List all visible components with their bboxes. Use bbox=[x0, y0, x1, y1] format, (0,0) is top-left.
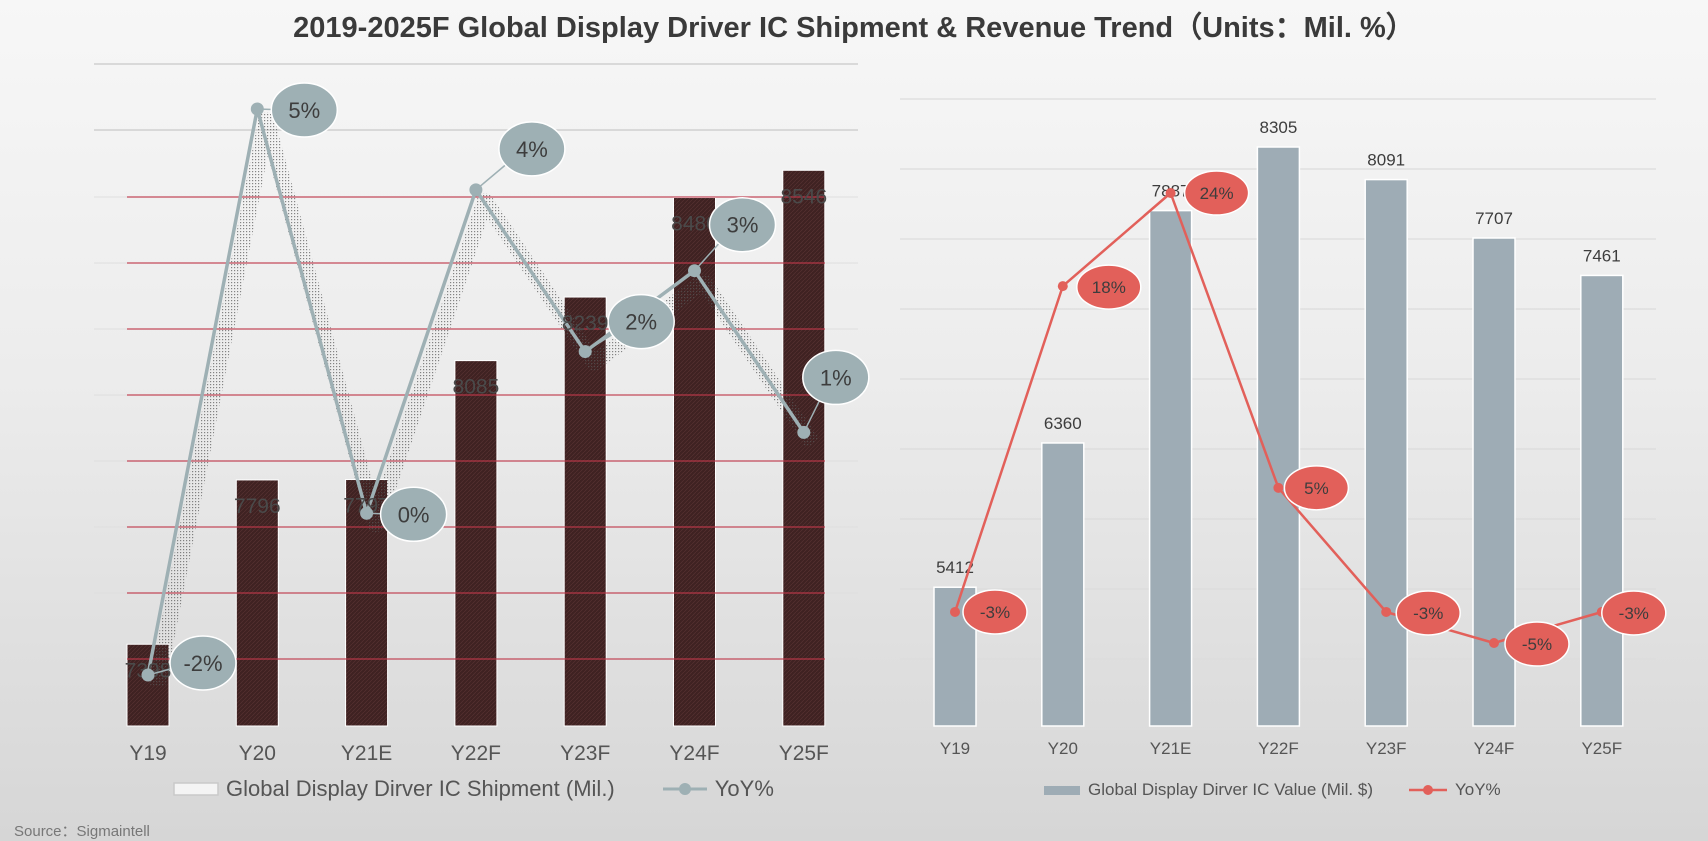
value-x-tick: Y23F bbox=[1366, 739, 1407, 758]
shipment-x-tick: Y24F bbox=[669, 742, 719, 765]
legend-label-shipment: Global Display Dirver IC Shipment (Mil.) bbox=[226, 776, 615, 801]
legend-label-shipment-yoy: YoY% bbox=[714, 776, 774, 801]
value-bar-label: 6360 bbox=[1044, 414, 1082, 433]
shipment-bar-label: 7796 bbox=[234, 495, 281, 518]
value-bar bbox=[1148, 209, 1193, 727]
legend-label-value: Global Display Dirver IC Value (Mil. $) bbox=[1088, 780, 1373, 799]
shipment-yoy-leader bbox=[803, 399, 821, 433]
value-x-tick: Y21E bbox=[1150, 739, 1192, 758]
shipment-bar bbox=[782, 169, 826, 727]
shipment-bars bbox=[126, 169, 826, 727]
shipment-legend: Global Display Dirver IC Shipment (Mil.)… bbox=[172, 776, 774, 802]
value-yoy-point bbox=[950, 606, 960, 617]
value-yoy-label: -3% bbox=[1619, 604, 1649, 623]
shipment-bar-label: 8480 bbox=[671, 213, 718, 236]
source-note: Source：Sigmaintell bbox=[14, 823, 150, 840]
shipment-bar bbox=[235, 479, 279, 727]
value-bar bbox=[1580, 274, 1624, 727]
shipment-yoy-label-bubble bbox=[708, 196, 777, 253]
value-bar bbox=[1041, 442, 1085, 727]
shipment-yoy-label-bubble bbox=[802, 349, 870, 406]
value-x-tick: Y25F bbox=[1581, 739, 1622, 758]
shipment-yoy-label: 4% bbox=[516, 137, 548, 162]
legend-swatch-shipment-icon bbox=[173, 782, 219, 796]
legend-swatch-shipment-yoy-icon bbox=[662, 783, 707, 795]
value-bar-label: 7707 bbox=[1475, 209, 1513, 228]
shipment-yoy-label: 0% bbox=[398, 502, 430, 527]
shipment-x-tick: Y22F bbox=[451, 742, 501, 765]
value-yoy-point bbox=[1057, 281, 1068, 292]
value-yoy-label-bubble bbox=[1395, 590, 1461, 636]
value-yoy-label: 5% bbox=[1304, 479, 1329, 498]
value-bar-label: 8091 bbox=[1367, 151, 1405, 170]
value-x-tick: Y22F bbox=[1258, 739, 1299, 758]
value-x-tick: Y24F bbox=[1474, 739, 1515, 758]
value-bar-label: 5412 bbox=[936, 558, 974, 577]
value-bar-label: 7461 bbox=[1583, 246, 1621, 265]
legend-item-value: Global Display Dirver IC Value (Mil. $) bbox=[1042, 780, 1373, 800]
legend-label-value-yoy: YoY% bbox=[1454, 780, 1501, 799]
shipment-yoy-leader bbox=[693, 241, 721, 272]
legend-item-shipment: Global Display Dirver IC Shipment (Mil.) bbox=[172, 776, 615, 802]
shipment-yoy-labels: -2% 5% 0% 4% 2% 3% 1% bbox=[147, 82, 870, 691]
value-bar-label: 8305 bbox=[1259, 118, 1297, 137]
shipment-yoy-label: 5% bbox=[288, 98, 320, 123]
value-yoy-label-bubble bbox=[1183, 170, 1250, 216]
value-yoy-label: -3% bbox=[1413, 604, 1443, 623]
shipment-x-tick: Y23F bbox=[560, 742, 610, 765]
value-chart: 5412636078878305809177077461-3%18%24%5%-… bbox=[900, 98, 1667, 758]
value-yoy-point bbox=[1381, 606, 1392, 617]
value-yoy-label-bubble bbox=[1283, 465, 1350, 511]
shipment-yoy-label: 3% bbox=[727, 213, 759, 238]
shipment-yoy-label-bubble bbox=[607, 293, 675, 350]
value-bars bbox=[933, 146, 1624, 727]
value-x-tick: Y20 bbox=[1048, 739, 1078, 758]
shipment-yoy-label-bubble bbox=[270, 82, 339, 138]
shipment-yoy-label: 1% bbox=[820, 365, 852, 390]
value-yoy-label: 18% bbox=[1092, 278, 1126, 297]
shipment-yoy-label: -2% bbox=[183, 651, 222, 676]
legend-item-shipment-yoy: YoY% bbox=[661, 776, 774, 802]
value-legend: Global Display Dirver IC Value (Mil. $) … bbox=[1042, 780, 1501, 800]
value-yoy-label-bubble bbox=[1504, 621, 1570, 667]
shipment-yoy-label-bubble bbox=[379, 486, 448, 543]
value-yoy-labels: -3% 18% 24% 5% -3% -5% -3% bbox=[962, 170, 1667, 667]
value-yoy-label-bubble bbox=[962, 589, 1028, 635]
value-yoy-label: 24% bbox=[1200, 184, 1234, 203]
shipment-x-axis: Y19 Y20 Y21E Y22F Y23F Y24F Y25F bbox=[129, 742, 829, 765]
value-x-tick: Y19 bbox=[940, 739, 970, 758]
shipment-bar-label: 8239 bbox=[562, 312, 609, 335]
shipment-yoy-leader bbox=[584, 333, 614, 353]
legend-item-value-yoy: YoY% bbox=[1407, 780, 1501, 800]
shipment-x-tick: Y21E bbox=[341, 742, 392, 765]
shipment-yoy-leader bbox=[475, 163, 508, 191]
chart-title: 2019-2025F Global Display Driver IC Ship… bbox=[293, 12, 1415, 44]
shipment-x-tick: Y25F bbox=[779, 742, 829, 765]
shipment-bar-label: 8085 bbox=[453, 376, 500, 399]
shipment-bar-label: 7797 bbox=[343, 495, 390, 518]
shipment-bar-label: 8546 bbox=[780, 185, 827, 208]
shipment-yoy-label-bubble bbox=[169, 635, 237, 691]
legend-swatch-value-yoy-icon bbox=[1408, 785, 1447, 795]
shipment-yoy-label: 2% bbox=[625, 310, 657, 335]
value-yoy-point bbox=[1489, 638, 1499, 648]
value-yoy-label-bubble bbox=[1076, 264, 1142, 310]
value-yoy-label: -5% bbox=[1522, 635, 1552, 654]
value-x-axis: Y19 Y20 Y21E Y22F Y23F Y24F Y25F bbox=[940, 739, 1622, 758]
value-yoy-point bbox=[1273, 482, 1284, 493]
shipment-chart: 7398779677978085823984808546-2%5%0%4%2%3… bbox=[94, 63, 870, 765]
value-bar bbox=[1364, 178, 1408, 727]
value-yoy-label-bubble bbox=[1601, 590, 1667, 636]
value-bar bbox=[1256, 146, 1301, 727]
legend-swatch-value-icon bbox=[1044, 786, 1080, 795]
shipment-bar bbox=[454, 360, 498, 727]
shipment-yoy-label-bubble bbox=[498, 121, 566, 177]
shipment-x-tick: Y19 bbox=[129, 742, 166, 765]
value-yoy-point bbox=[1165, 188, 1176, 198]
shipment-x-tick: Y20 bbox=[239, 742, 276, 765]
shipment-yoy-leader bbox=[147, 667, 173, 676]
value-yoy-label: -3% bbox=[980, 603, 1010, 622]
